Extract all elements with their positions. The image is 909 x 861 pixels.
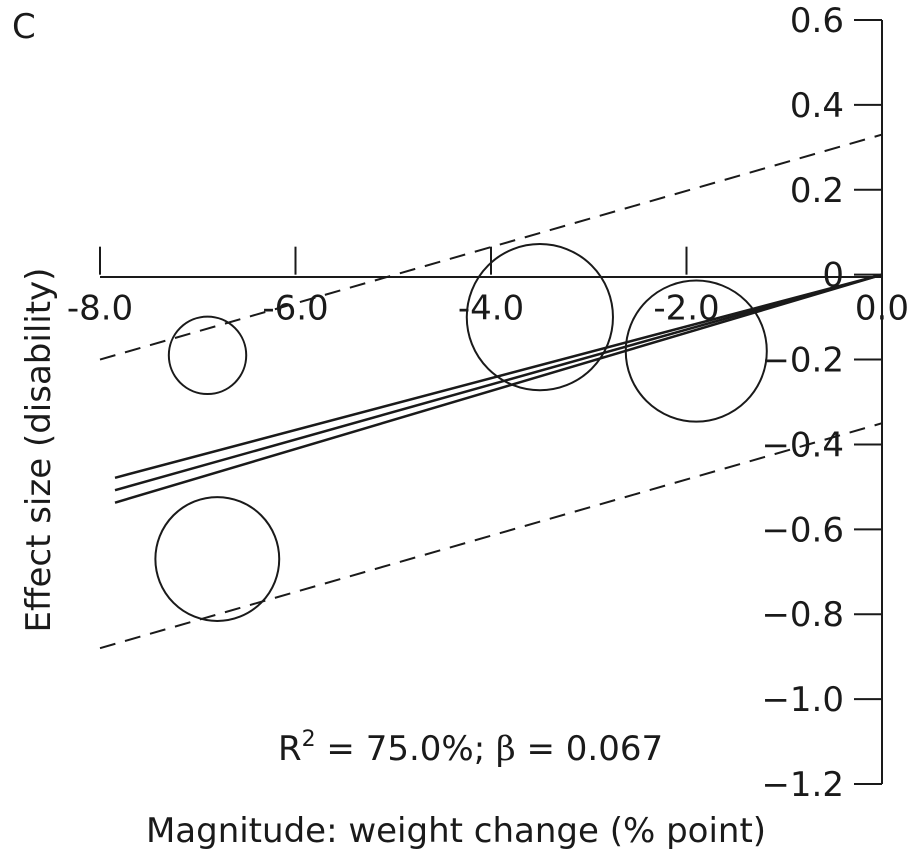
x-tick-label: -4.0 <box>458 289 524 329</box>
prediction-bound-line <box>99 422 883 650</box>
regression-line <box>114 273 883 479</box>
y-ticks: 0.60.40.20−0.2−0.4−0.6−0.8−1.0−1.2 <box>761 1 882 805</box>
y-axis-title: Effect size (disability) <box>19 268 59 633</box>
x-axis-title: Magnitude: weight change (% point) <box>146 811 766 851</box>
regression-annotation: R2 = 75.0%; β = 0.067 <box>278 727 663 769</box>
y-tick-label: 0.2 <box>790 171 844 211</box>
y-tick-label: −0.2 <box>761 341 844 381</box>
y-tick-label: 0.6 <box>790 1 844 41</box>
y-tick-label: −0.8 <box>761 595 844 635</box>
study-points <box>154 243 768 622</box>
prediction-bound-line <box>99 133 883 361</box>
beta-value: = 0.067 <box>516 729 663 769</box>
x-tick-label: -6.0 <box>262 289 328 329</box>
study-bubble <box>167 315 248 396</box>
x-axis: -8.0 -6.0 -4.0 -2.0 0.0 <box>67 246 909 329</box>
study-bubble <box>465 243 614 392</box>
study-bubble <box>624 279 768 423</box>
y-tick-label: −1.0 <box>761 680 844 720</box>
x-tick-label: -8.0 <box>67 289 133 329</box>
regression-line <box>114 273 883 504</box>
study-bubble <box>154 496 281 622</box>
r-label: R <box>278 729 302 769</box>
y-tick-label: −1.2 <box>761 765 844 805</box>
x-tick-label: -2.0 <box>653 289 719 329</box>
r-squared-value: = 75.0%; <box>316 729 496 769</box>
x-ticks: -8.0 -6.0 -4.0 -2.0 0.0 <box>67 246 909 329</box>
prediction-bounds <box>99 133 883 650</box>
r-superscript: 2 <box>302 727 316 752</box>
panel-label: C <box>12 7 36 47</box>
y-axis: 0.60.40.20−0.2−0.4−0.6−0.8−1.0−1.2 <box>761 1 883 805</box>
y-tick-label: −0.6 <box>761 510 844 550</box>
y-tick-label: 0.4 <box>790 86 844 126</box>
beta-symbol: β <box>496 729 516 769</box>
